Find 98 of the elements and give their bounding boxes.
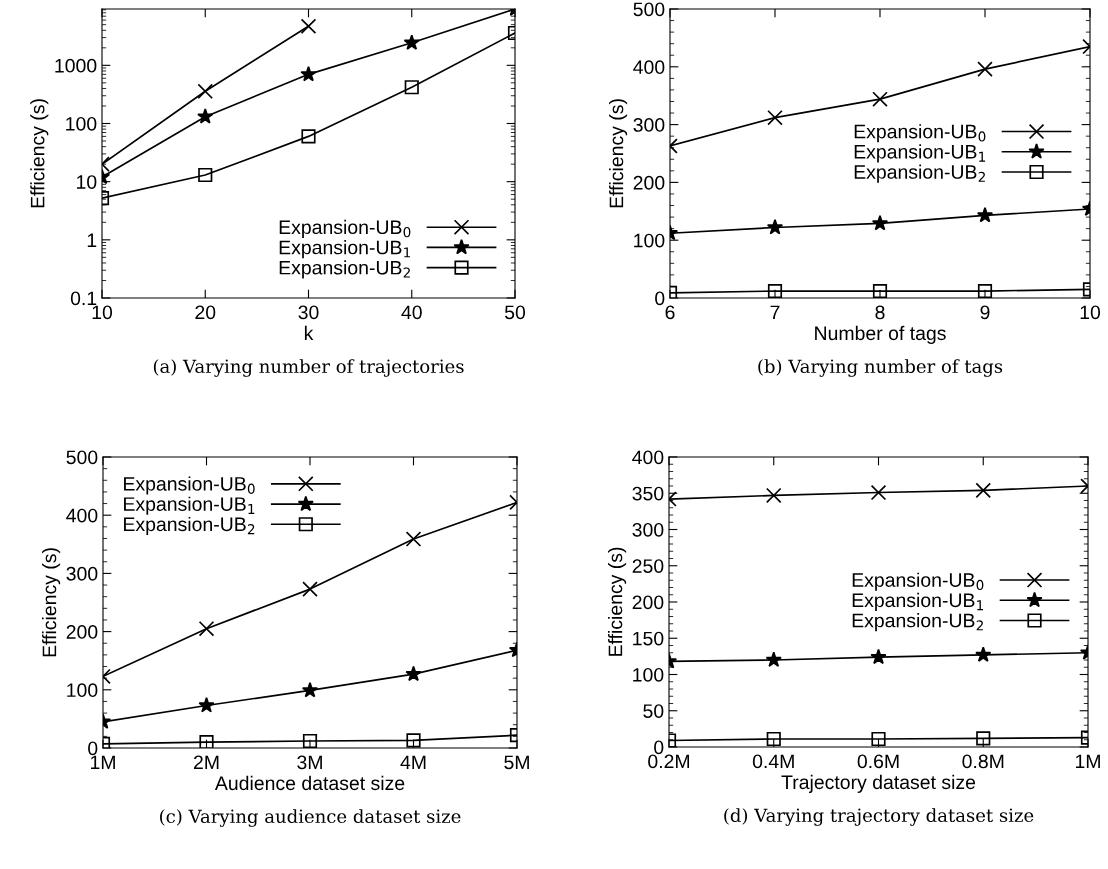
x-axis-title: Audience dataset size: [214, 775, 405, 791]
y-tick-label: 250: [632, 559, 664, 573]
point: [302, 733, 318, 748]
x-tick-label: 50: [504, 305, 526, 320]
point: [301, 681, 319, 698]
x-tick-label: 9: [980, 305, 990, 320]
x-tick-label: 7: [770, 305, 780, 320]
legend-label: Expansion-UB$_{2}$: [854, 164, 985, 183]
legend-label: Expansion-UB$_{2}$: [124, 516, 255, 536]
y-tick-label: 200: [632, 595, 664, 610]
legend-label: Expansion-UB$_{0}$: [279, 219, 411, 238]
x-tick-label: 0.2M: [648, 754, 690, 769]
point: [198, 697, 215, 713]
legend-label: Expansion-UB$_{1}$: [852, 592, 984, 611]
y-tick-label: 10: [77, 175, 97, 189]
legend-label: Expansion-UB$_{0}$: [854, 124, 986, 143]
y-tick-label: 1000: [55, 58, 97, 73]
y-tick-label: 50: [643, 704, 664, 718]
point: [403, 34, 420, 50]
y-tick-label: 0: [88, 741, 98, 756]
x-tick-label: 4M: [400, 755, 426, 770]
point: [197, 108, 214, 124]
text: (c) Varying audience dataset size: [160, 809, 461, 827]
y-tick-label: 0: [655, 291, 665, 306]
x-tick-label: 3M: [297, 755, 322, 770]
text: (a) Varying number of trajectories: [153, 359, 464, 377]
x-tick-label: 1M: [90, 755, 115, 770]
point: [767, 109, 783, 126]
y-tick-label: 1: [87, 233, 97, 247]
legend-label: Expansion-UB$_{2}$: [852, 613, 983, 632]
legend-label: Expansion-UB$_{2}$: [279, 260, 410, 279]
point: [198, 620, 215, 637]
x-tick-label: 40: [401, 305, 422, 320]
y-tick-label: 500: [66, 450, 98, 465]
point: [767, 283, 783, 298]
point: [870, 484, 887, 501]
y-axis-title: Efficiency (s): [30, 99, 49, 208]
x-tick-label: 0.8M: [962, 754, 1004, 769]
legend-label: Expansion-UB$_{1}$: [279, 240, 411, 259]
x-axis-title: Trajectory dataset size: [781, 774, 976, 793]
point: [302, 581, 318, 597]
point: [871, 731, 886, 747]
x-axis-title: k: [304, 325, 314, 340]
y-tick-label: 300: [632, 522, 664, 537]
point: [405, 665, 422, 682]
x-tick-label: 2M: [193, 755, 219, 770]
y-tick-label: 300: [66, 566, 98, 581]
point: [871, 214, 889, 231]
point: [870, 648, 887, 665]
legend-label: Expansion-UB$_{0}$: [852, 572, 984, 591]
point: [404, 80, 419, 95]
point: [198, 167, 213, 183]
point: [976, 206, 994, 223]
y-tick-label: 200: [66, 625, 98, 639]
point: [199, 735, 214, 748]
point: [405, 531, 422, 547]
point: [301, 129, 316, 144]
legend-label: Expansion-UB$_{1}$: [854, 144, 986, 163]
y-tick-label: 350: [632, 486, 664, 501]
y-tick-label: 100: [66, 116, 97, 131]
point: [197, 83, 214, 100]
point: [406, 733, 421, 748]
y-tick-label: 100: [67, 683, 98, 698]
point: [766, 219, 784, 235]
y-tick-label: 400: [66, 508, 98, 523]
x-tick-label: 10: [1080, 305, 1101, 320]
point: [872, 283, 888, 298]
x-tick-label: 8: [875, 305, 885, 320]
legend-label: Expansion-UB$_{1}$: [124, 496, 255, 515]
y-tick-label: 300: [633, 118, 665, 132]
legend-label: Expansion-UB$_{0}$: [124, 476, 255, 495]
x-tick-label: 30: [298, 305, 319, 320]
point: [300, 18, 317, 35]
y-tick-label: 200: [633, 175, 665, 190]
y-tick-label: 100: [634, 233, 665, 248]
y-tick-label: 400: [633, 60, 665, 75]
y-tick-label: 100: [633, 667, 664, 682]
y-tick-label: 0.1: [70, 291, 97, 306]
x-tick-label: 5M: [504, 755, 529, 770]
point: [977, 283, 993, 298]
y-tick-label: 150: [633, 631, 664, 646]
x-tick-label: 0.4M: [752, 754, 794, 769]
x-tick-label: 20: [195, 305, 216, 320]
point: [977, 61, 993, 77]
y-tick-label: 0: [654, 740, 664, 755]
y-axis-title: Efficiency (s): [42, 548, 61, 657]
text: (b) Varying number of tags: [758, 359, 1003, 377]
x-tick-label: 6: [665, 305, 675, 320]
point: [300, 65, 317, 82]
text: (d) Varying trajectory dataset size: [724, 808, 1034, 826]
x-tick-label: 0.6M: [857, 754, 899, 769]
x-tick-label: 1M: [1075, 754, 1100, 769]
y-axis-title: Efficiency (s): [608, 547, 627, 656]
y-tick-label: 500: [633, 2, 665, 17]
y-axis-title: Efficiency (s): [609, 99, 628, 208]
y-tick-label: 400: [632, 450, 664, 465]
x-axis-title: Number of tags: [815, 325, 946, 344]
point: [872, 91, 888, 107]
